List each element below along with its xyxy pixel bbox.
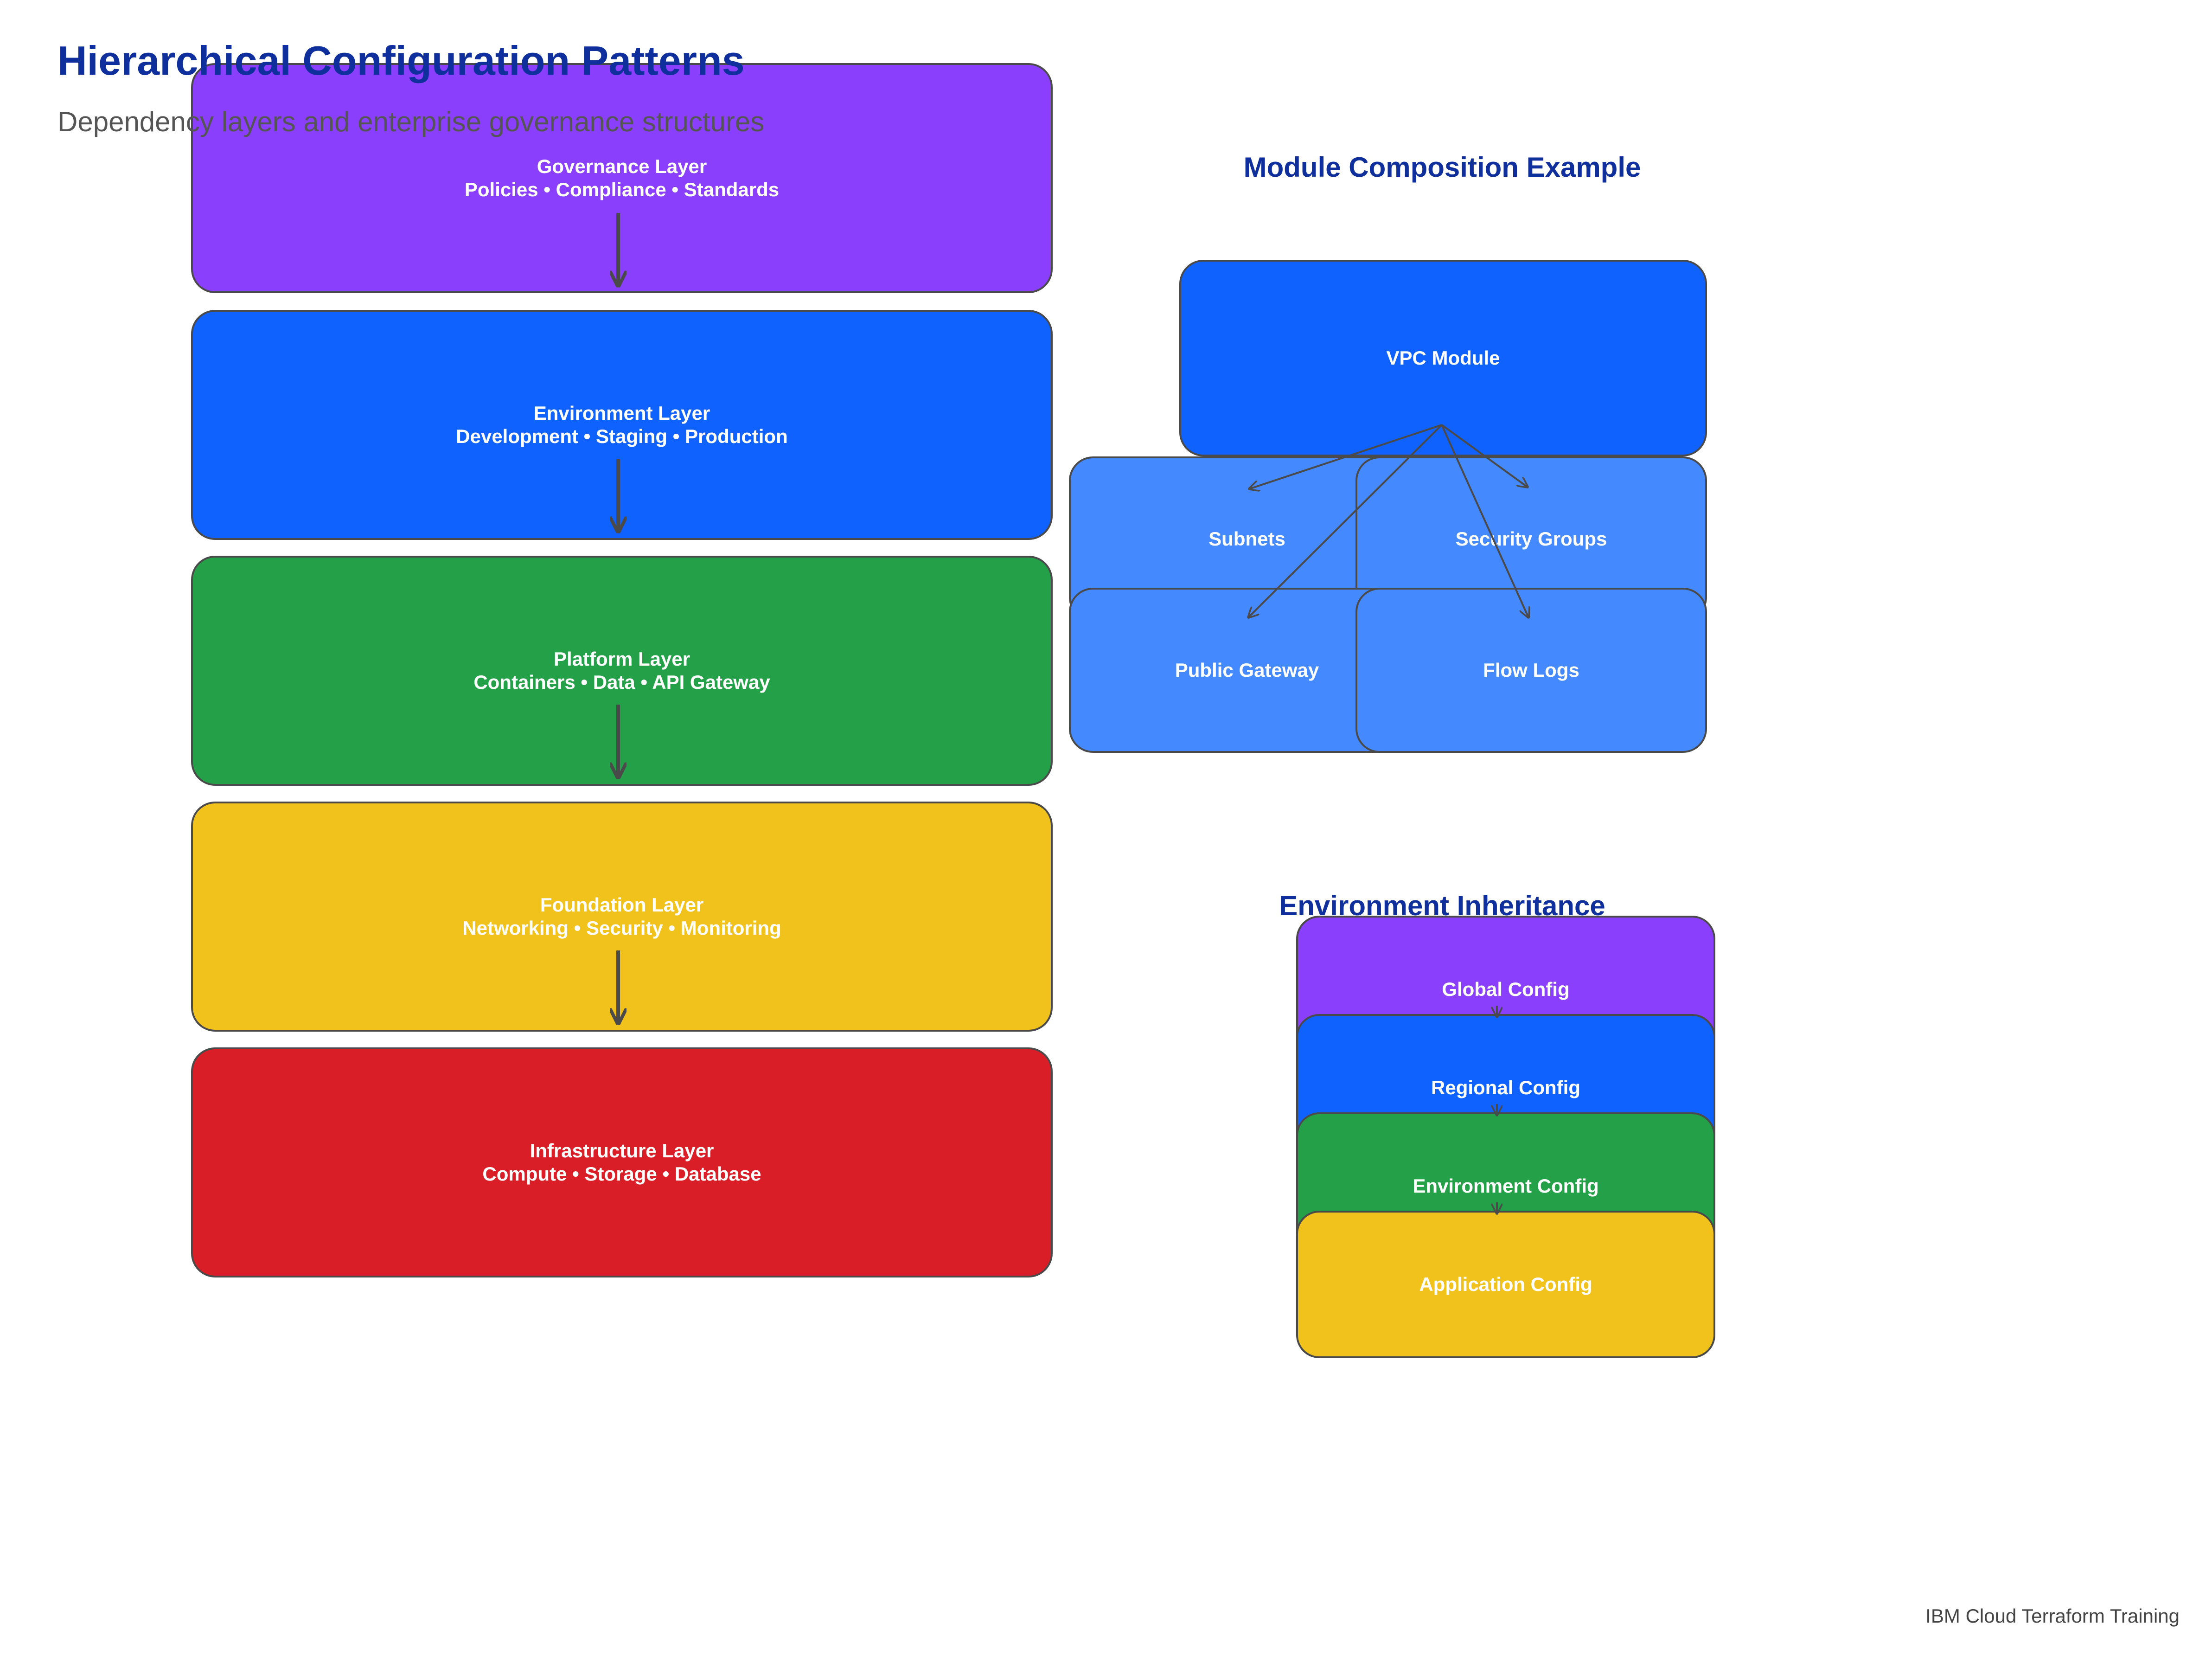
node-label: Security Groups <box>1455 527 1607 550</box>
node-label: Public Gateway <box>1175 659 1319 681</box>
layer-detail: Compute • Storage • Database <box>482 1163 761 1185</box>
node-label: Flow Logs <box>1483 659 1579 681</box>
layer-environment: Environment Layer Development • Staging … <box>191 310 1053 540</box>
layer-detail: Containers • Data • API Gateway <box>473 671 770 693</box>
page-subtitle: Dependency layers and enterprise governa… <box>58 106 765 137</box>
layer-name: Platform Layer <box>553 648 690 670</box>
node-label: Global Config <box>1442 978 1570 1000</box>
application-config-node: Application Config <box>1296 1211 1715 1358</box>
layer-detail: Development • Staging • Production <box>456 425 788 447</box>
layer-detail: Policies • Compliance • Standards <box>464 179 780 200</box>
vpc-module-node: VPC Module <box>1179 260 1707 456</box>
page-title: Hierarchical Configuration Patterns <box>58 38 745 83</box>
layer-detail: Networking • Security • Monitoring <box>462 917 781 939</box>
node-label: Environment Config <box>1413 1175 1599 1197</box>
node-label: Regional Config <box>1431 1076 1580 1098</box>
layer-name: Environment Layer <box>533 402 710 424</box>
node-label: VPC Module <box>1386 347 1500 369</box>
layer-foundation: Foundation Layer Networking • Security •… <box>191 802 1053 1032</box>
layer-governance: Governance Layer Policies • Compliance •… <box>191 63 1053 293</box>
layer-name: Infrastructure Layer <box>530 1139 714 1162</box>
node-label: Subnets <box>1208 527 1285 550</box>
node-label: Application Config <box>1419 1273 1592 1295</box>
layer-platform: Platform Layer Containers • Data • API G… <box>191 556 1053 786</box>
footer-credit: IBM Cloud Terraform Training <box>1925 1605 2180 1627</box>
layer-name: Governance Layer <box>537 155 707 177</box>
module-composition-heading: Module Composition Example <box>1243 152 1641 183</box>
environment-inheritance-heading: Environment Inheritance <box>1279 890 1605 921</box>
layer-name: Foundation Layer <box>540 893 704 916</box>
layer-infrastructure: Infrastructure Layer Compute • Storage •… <box>191 1047 1053 1277</box>
flow-logs-node: Flow Logs <box>1355 588 1707 753</box>
